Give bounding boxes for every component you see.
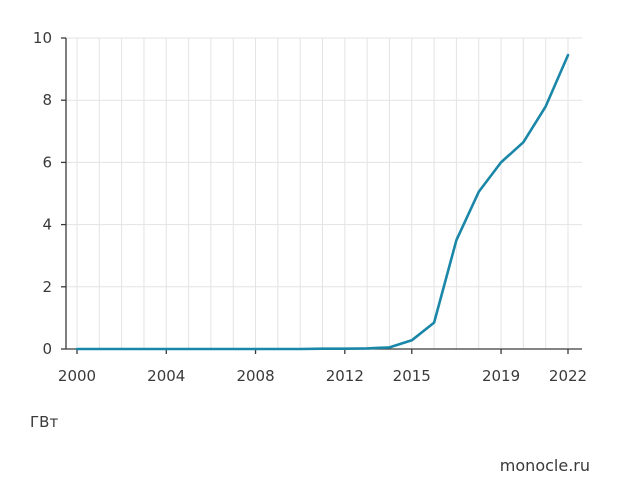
x-tick-label: 2004 <box>147 367 185 385</box>
y-tick-label: 6 <box>42 153 52 171</box>
data-series-line <box>75 53 570 351</box>
x-tick-label: 2022 <box>549 367 587 385</box>
y-tick-label: 4 <box>42 216 52 234</box>
x-tick-label: 2000 <box>58 367 96 385</box>
x-tick-label: 2012 <box>326 367 364 385</box>
source-label: monocle.ru <box>499 456 590 475</box>
x-tick-label: 2015 <box>393 367 431 385</box>
y-tick-label: 10 <box>33 29 52 47</box>
unit-label: ГВт <box>30 413 59 431</box>
y-tick-label: 0 <box>42 340 52 358</box>
x-tick-label: 2008 <box>236 367 274 385</box>
x-tick-label: 2019 <box>482 367 520 385</box>
y-tick-label: 8 <box>42 91 52 109</box>
y-tick-label: 2 <box>42 278 52 296</box>
